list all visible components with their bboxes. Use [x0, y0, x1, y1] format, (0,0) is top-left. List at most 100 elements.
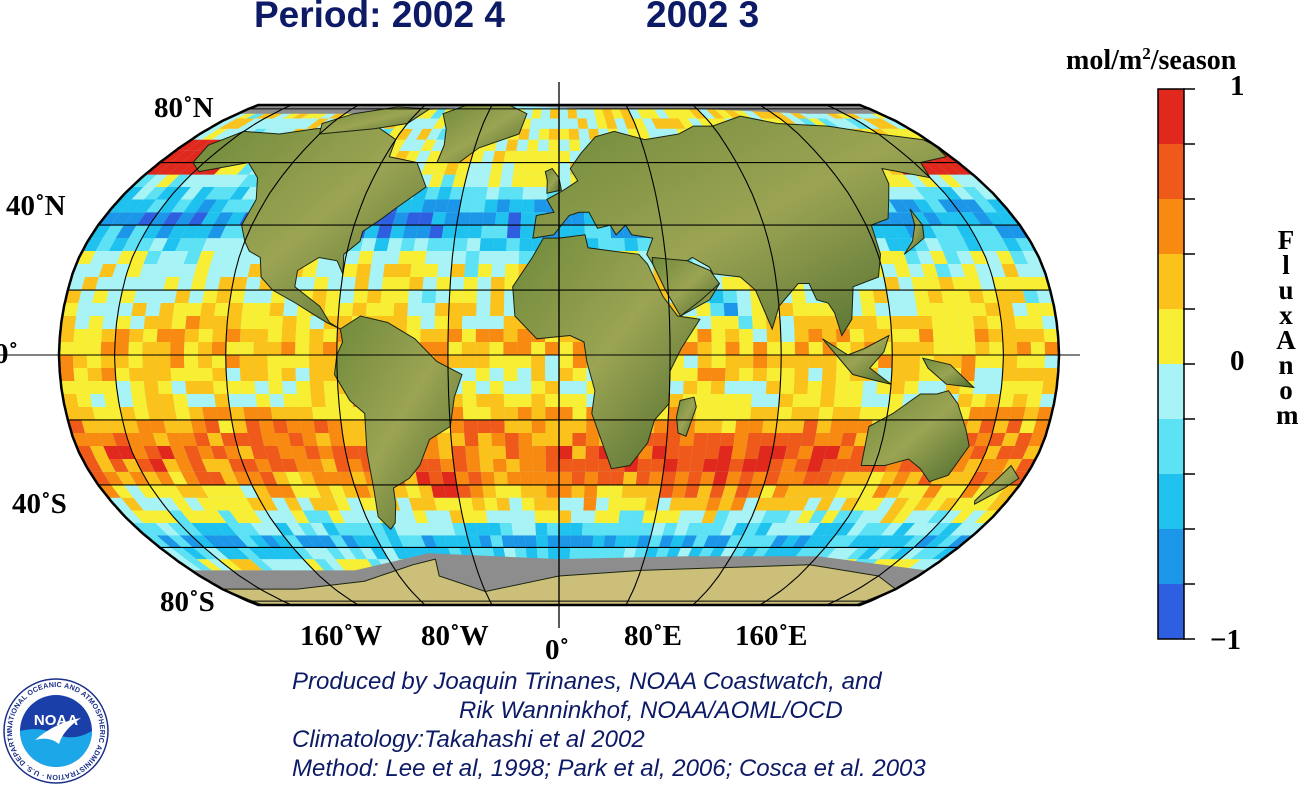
flux-cell [345, 559, 365, 571]
flux-cell [995, 251, 1015, 264]
flux-cell [226, 381, 242, 394]
flux-cell [476, 290, 491, 303]
flux-cell [644, 547, 659, 560]
flux-cell [857, 547, 881, 560]
flux-cell [495, 139, 508, 151]
flux-cell [352, 535, 371, 548]
flux-cell [696, 394, 711, 407]
flux-cell [984, 394, 1001, 407]
flux-cell [139, 433, 157, 446]
flux-cell [476, 394, 491, 407]
flux-cell [915, 303, 932, 316]
flux-cell [685, 523, 702, 536]
flux-cell [789, 471, 807, 485]
flux-cell [184, 329, 200, 342]
flux-cell [227, 394, 244, 407]
flux-cell [972, 212, 995, 226]
flux-cell [322, 355, 337, 368]
flux-cell [957, 394, 973, 407]
flux-cell [450, 264, 466, 277]
flux-cell [681, 497, 697, 511]
flux-cell [1002, 342, 1018, 355]
flux-cell [197, 355, 213, 368]
flux-cell [67, 277, 86, 290]
flux-cell [408, 277, 424, 290]
flux-cell [879, 471, 898, 485]
flux-cell [296, 497, 315, 511]
flux-cell [462, 394, 477, 407]
flux-cell [180, 187, 203, 200]
flux-cell [903, 174, 927, 187]
flux-cell [903, 187, 926, 200]
flux-cell [328, 484, 347, 498]
flux-cell [531, 420, 546, 433]
flux-cell [422, 277, 438, 290]
flux-cell [569, 139, 581, 151]
flux-cell [87, 368, 103, 381]
flux-cell [903, 381, 919, 394]
flux-cell [260, 535, 282, 548]
land-uk [544, 167, 562, 194]
flux-cell [1036, 407, 1054, 420]
flux-cell [204, 420, 221, 433]
flux-cell [443, 484, 459, 498]
flux-cell [339, 290, 355, 303]
flux-cell [431, 212, 447, 226]
flux-cell [794, 355, 809, 368]
flux-cell [297, 523, 318, 536]
flux-cell [931, 316, 947, 329]
flux-cell [1002, 368, 1017, 381]
flux-cell [747, 535, 766, 548]
flux-cell [932, 547, 959, 560]
flux-cell [804, 407, 820, 420]
flux-cell [820, 510, 840, 523]
flux-cell [156, 251, 176, 264]
flux-cell [455, 535, 471, 548]
flux-cell [180, 510, 203, 523]
flux-cell [581, 535, 594, 548]
flux-cell [628, 523, 643, 536]
flux-cell [284, 407, 300, 420]
flux-cell [518, 420, 532, 433]
flux-cell [945, 316, 961, 329]
credits-line-1: Produced by Joaquin Trinanes, NOAA Coast… [292, 668, 882, 695]
flux-cell [503, 329, 518, 342]
flux-cell [728, 459, 745, 472]
flux-cell [452, 523, 467, 536]
flux-cell [86, 342, 102, 355]
flux-cell [214, 523, 238, 536]
flux-cell [584, 471, 599, 485]
flux-cell [846, 484, 867, 498]
flux-cell [988, 433, 1006, 446]
flux-cell [925, 199, 948, 213]
colorbar-band [1158, 584, 1184, 640]
flux-cell [92, 407, 109, 420]
flux-cell [324, 559, 345, 571]
flux-cell [214, 174, 238, 187]
flux-cell [466, 459, 481, 472]
flux-cell [814, 547, 837, 560]
flux-cell [350, 471, 367, 485]
flux-cell [143, 251, 162, 264]
flux-cell [185, 139, 212, 151]
flux-cell [342, 433, 358, 446]
flux-cell [119, 290, 137, 303]
flux-cell [204, 547, 229, 560]
flux-cell [309, 523, 330, 536]
flux-cell [721, 484, 739, 498]
flux-cell [625, 535, 640, 548]
flux-cell [669, 368, 684, 381]
flux-cell [115, 329, 130, 342]
flux-cell [497, 510, 512, 523]
flux-cell [329, 535, 349, 548]
flux-cell [707, 420, 723, 433]
flux-cell [1044, 342, 1059, 355]
flux-cell [661, 471, 677, 485]
flux-cell [211, 342, 226, 355]
flux-cell [482, 212, 497, 226]
flux-cell [465, 251, 480, 264]
flux-cell [464, 264, 479, 277]
flux-cell [226, 329, 241, 342]
flux-cell [78, 290, 96, 303]
flux-cell [283, 535, 304, 548]
